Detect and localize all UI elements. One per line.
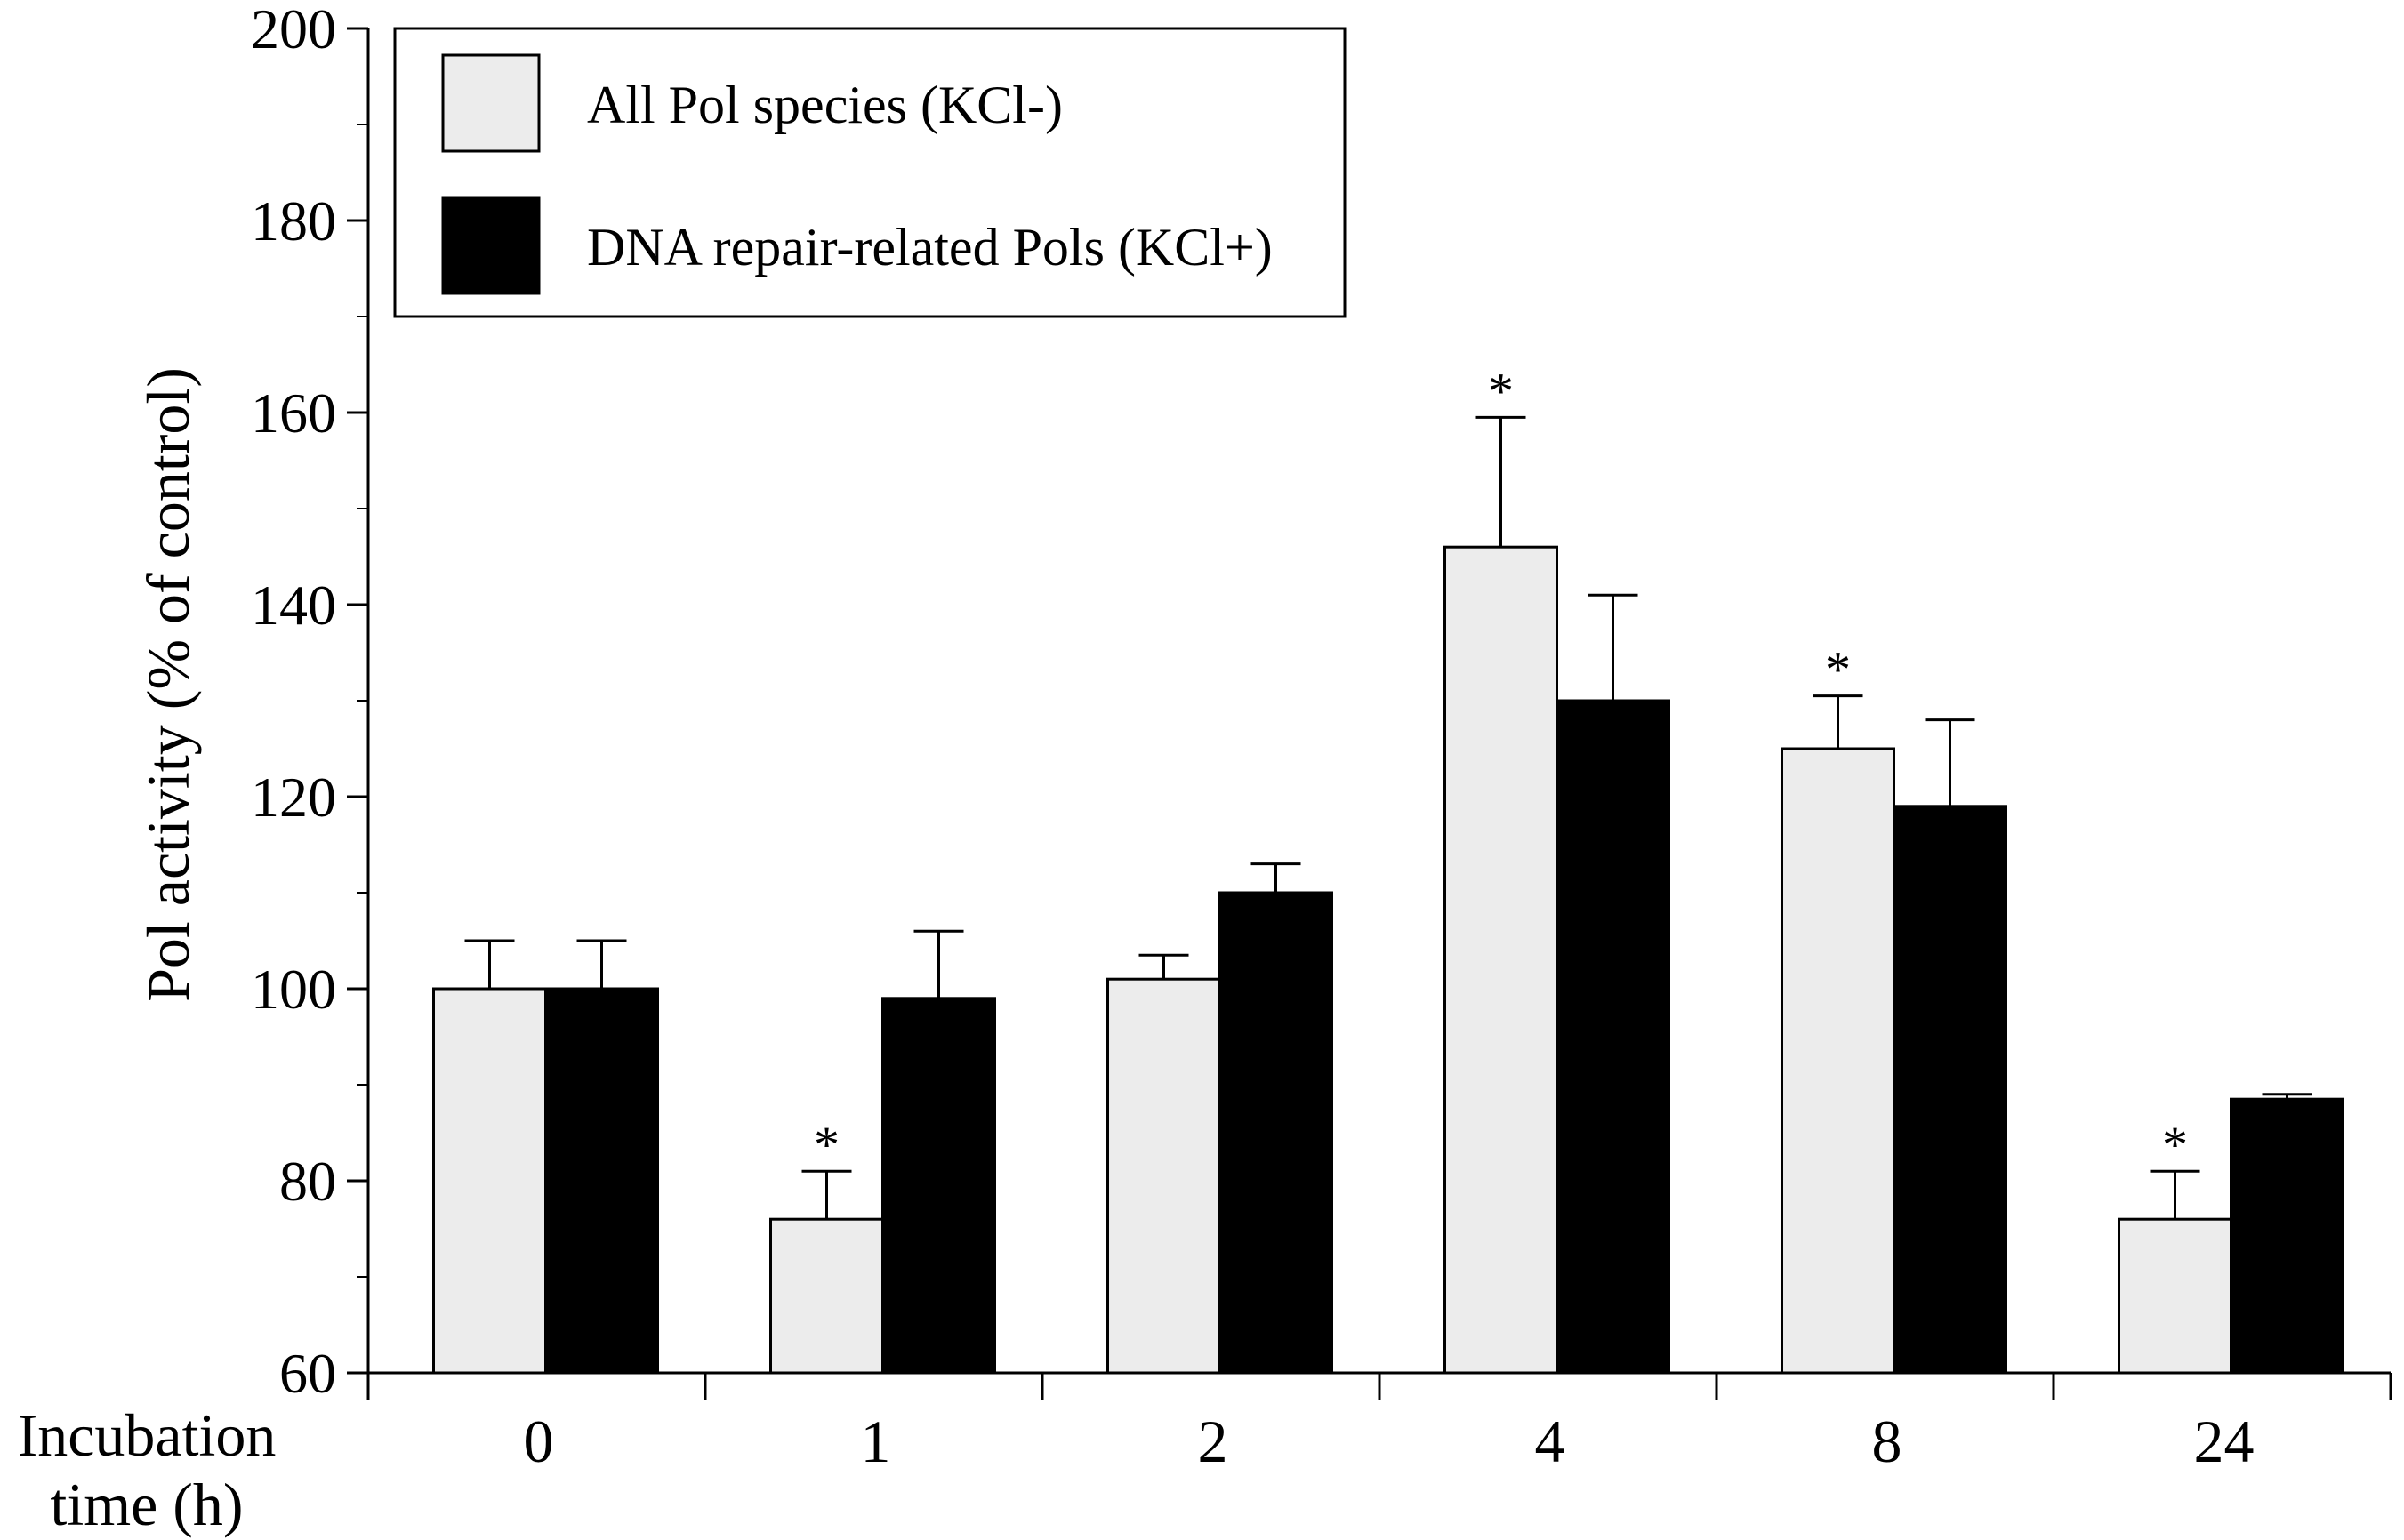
significance-star: * bbox=[1825, 641, 1851, 699]
bar-all-pol bbox=[2118, 1217, 2232, 1375]
x-category-label: 4 bbox=[1535, 1408, 1565, 1475]
axis-titles: Pol activity (% of control) Incubationtim… bbox=[18, 367, 277, 1538]
x-category-label: 24 bbox=[2194, 1408, 2255, 1475]
bars bbox=[432, 545, 2344, 1375]
bar-dna-repair bbox=[1893, 805, 2007, 1375]
x-axis-title-line1: Incubation bbox=[18, 1401, 277, 1469]
legend-label-all-pol: All Pol species (KCl-) bbox=[587, 76, 1063, 134]
bar-all-pol bbox=[1781, 747, 1895, 1375]
bar-dna-repair bbox=[544, 987, 659, 1375]
bar-dna-repair bbox=[1218, 891, 1333, 1375]
x-category-label: 2 bbox=[1198, 1408, 1228, 1475]
bar-all-pol bbox=[1106, 977, 1221, 1375]
bar-dna-repair bbox=[1556, 699, 1670, 1375]
error-bars bbox=[464, 415, 2312, 1220]
x-category-label: 1 bbox=[861, 1408, 891, 1475]
y-axis-title: Pol activity (% of control) bbox=[134, 367, 202, 1002]
significance-star: * bbox=[2162, 1116, 2188, 1174]
significance-star: * bbox=[814, 1116, 840, 1174]
y-axis: 60 80 100 120 140 160 180 200 bbox=[251, 0, 370, 1405]
y-tick-label: 60 bbox=[279, 1342, 336, 1405]
legend-swatch-dna-repair bbox=[441, 196, 541, 295]
bar-dna-repair bbox=[881, 997, 996, 1375]
bar-all-pol bbox=[1443, 545, 1558, 1375]
y-tick-label: 120 bbox=[251, 766, 336, 829]
bar-all-pol bbox=[432, 987, 547, 1375]
significance-star: * bbox=[1488, 362, 1514, 420]
y-tick-label: 80 bbox=[279, 1150, 336, 1213]
y-tick-label: 200 bbox=[251, 0, 336, 60]
y-tick-label: 140 bbox=[251, 573, 336, 637]
significance-markers: * * * * bbox=[814, 362, 2188, 1174]
x-axis: 0 1 2 4 8 24 bbox=[366, 1371, 2392, 1475]
y-tick-label: 100 bbox=[251, 958, 336, 1021]
x-category-label: 0 bbox=[524, 1408, 554, 1475]
x-axis-title-line2: time (h) bbox=[50, 1471, 243, 1538]
y-tick-label: 160 bbox=[251, 381, 336, 445]
legend-label-dna-repair: DNA repair-related Pols (KCl+) bbox=[587, 218, 1273, 277]
y-tick-label: 180 bbox=[251, 189, 336, 253]
bar-all-pol bbox=[769, 1217, 884, 1375]
legend-swatch-all-pol bbox=[441, 53, 541, 153]
legend: All Pol species (KCl-) DNA repair-related… bbox=[393, 27, 1347, 318]
bar-dna-repair bbox=[2230, 1097, 2344, 1375]
x-category-label: 8 bbox=[1872, 1408, 1902, 1475]
legend-box bbox=[393, 27, 1347, 318]
